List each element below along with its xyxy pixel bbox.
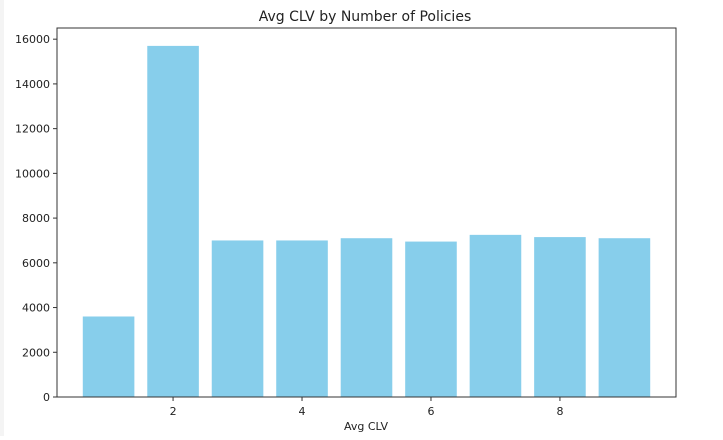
bar-5 xyxy=(340,238,393,397)
x-axis: 2 4 6 8 xyxy=(170,397,563,418)
bar-2 xyxy=(147,45,199,398)
y-tick-label: 12000 xyxy=(15,123,50,136)
x-tick-label: 8 xyxy=(556,405,563,418)
bar-6 xyxy=(405,241,457,397)
y-tick-label: 2000 xyxy=(22,346,50,359)
bars-group xyxy=(82,45,651,398)
x-tick-label: 4 xyxy=(299,405,306,418)
y-tick-label: 4000 xyxy=(22,302,50,315)
y-tick-label: 10000 xyxy=(15,167,50,180)
bar-7 xyxy=(469,234,522,397)
x-tick-label: 2 xyxy=(170,405,177,418)
y-tick-label: 16000 xyxy=(15,33,50,46)
y-tick-label: 0 xyxy=(43,391,50,404)
y-axis: 0 2000 4000 6000 8000 10000 12000 14000 16000 xyxy=(15,33,57,404)
x-tick-label: 6 xyxy=(427,405,434,418)
bar-1 xyxy=(82,316,135,397)
chart-title: Avg CLV by Number of Policies xyxy=(259,9,471,25)
x-axis-label: Avg CLV xyxy=(344,420,388,433)
bar-4 xyxy=(276,240,328,397)
y-tick-label: 6000 xyxy=(22,257,50,270)
bar-3 xyxy=(211,240,264,397)
y-tick-label: 8000 xyxy=(22,212,50,225)
left-edge-strip xyxy=(0,0,4,436)
bar-8 xyxy=(534,237,586,397)
bar-9 xyxy=(598,238,651,397)
plot-area-frame xyxy=(56,27,677,398)
y-tick-label: 14000 xyxy=(15,78,50,91)
